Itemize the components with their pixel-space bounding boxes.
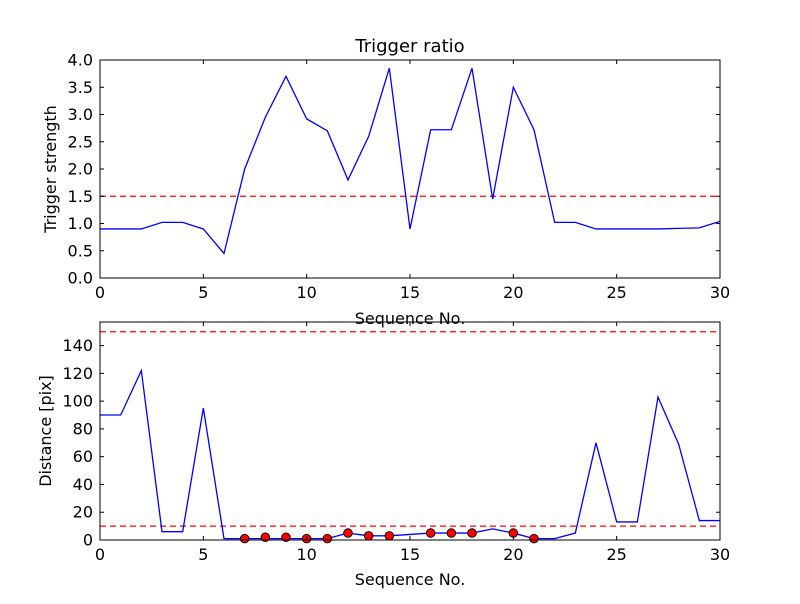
panel2-ylabel: Distance [pix] — [36, 375, 55, 487]
panel2-series-line-1 — [100, 368, 720, 540]
panel2-marker-point — [281, 532, 291, 542]
panel2-xlabel: Sequence No. — [355, 570, 466, 589]
panel2-marker-point — [446, 528, 457, 538]
panel1-ytick-label: 3.5 — [68, 78, 93, 97]
panel1-xlabel: Sequence No. — [355, 309, 466, 328]
panel2-ytick-label: 120 — [62, 364, 93, 383]
panel1-ytick-label: 2.5 — [68, 132, 93, 151]
panel2-marker-point — [260, 532, 271, 542]
panel2-ytick-label: 80 — [73, 419, 93, 438]
panel2-marker-point — [467, 528, 477, 538]
panel2-marker-point — [425, 528, 436, 538]
panel1-xtick-label: 30 — [710, 283, 730, 302]
panel1-xtick-label: 0 — [95, 283, 105, 302]
panel1-xtick-label: 25 — [606, 283, 626, 302]
panel1-ytick-label: 1.0 — [68, 214, 93, 233]
panel2-ytick-label: 20 — [73, 503, 93, 522]
panel2-marker-point — [322, 533, 333, 544]
panel2-ytick-label: 140 — [62, 336, 93, 355]
panel2-marker-point — [363, 531, 374, 541]
panel1-ytick-label: 4.0 — [68, 51, 93, 70]
panel2-axes-frame — [99, 321, 721, 541]
panel1-ytick-label: 0.5 — [68, 241, 93, 260]
panel1-xtick-label: 20 — [503, 283, 523, 302]
panel2-marker-point — [343, 528, 353, 538]
panel2-xtick-label: 25 — [606, 545, 626, 564]
panel2-xtick-label: 5 — [198, 545, 208, 564]
panel1-ytick-label: 0.0 — [68, 269, 93, 288]
panel2-marker-point — [239, 533, 250, 544]
panel2-xtick-label: 15 — [400, 545, 420, 564]
panel2-xtick-label: 10 — [296, 545, 316, 564]
panel2-xtick-label: 30 — [710, 545, 730, 564]
panel1-title: Trigger ratio — [354, 36, 464, 57]
panel2-ytick-label: 0 — [83, 531, 93, 550]
panel2-xtick-label: 20 — [503, 545, 523, 564]
panel2-ytick-label: 100 — [62, 392, 93, 411]
panel1-ytick-label: 3.0 — [68, 105, 93, 124]
panel2-marker-point — [529, 533, 539, 544]
panel1-ylabel: Trigger strength — [41, 105, 60, 234]
panel2-ytick-label: 40 — [73, 475, 93, 494]
panel1-ytick-label: 2.0 — [68, 160, 93, 179]
panel1-ytick-label: 1.5 — [68, 187, 93, 206]
panel2-ytick-label: 60 — [73, 447, 93, 466]
panel2-xtick-label: 0 — [95, 545, 105, 564]
panel1-xtick-label: 10 — [296, 283, 316, 302]
panel1-xtick-label: 5 — [198, 283, 208, 302]
panel1-xtick-label: 15 — [400, 283, 420, 302]
panel1-axes-frame — [99, 59, 721, 279]
panel2: 0 5 10 15 20 25 30 0 20 40 60 80 100 120 140 Sequence N… — [36, 321, 730, 589]
panel1-series-line-1 — [100, 67, 720, 255]
panel1: 0 5 10 15 20 25 30 0.0 0.5 1.0 1.5 2.0 2.5 3.0 3.5 4.0 T… — [41, 36, 730, 328]
panel2-marker-point — [384, 531, 395, 541]
